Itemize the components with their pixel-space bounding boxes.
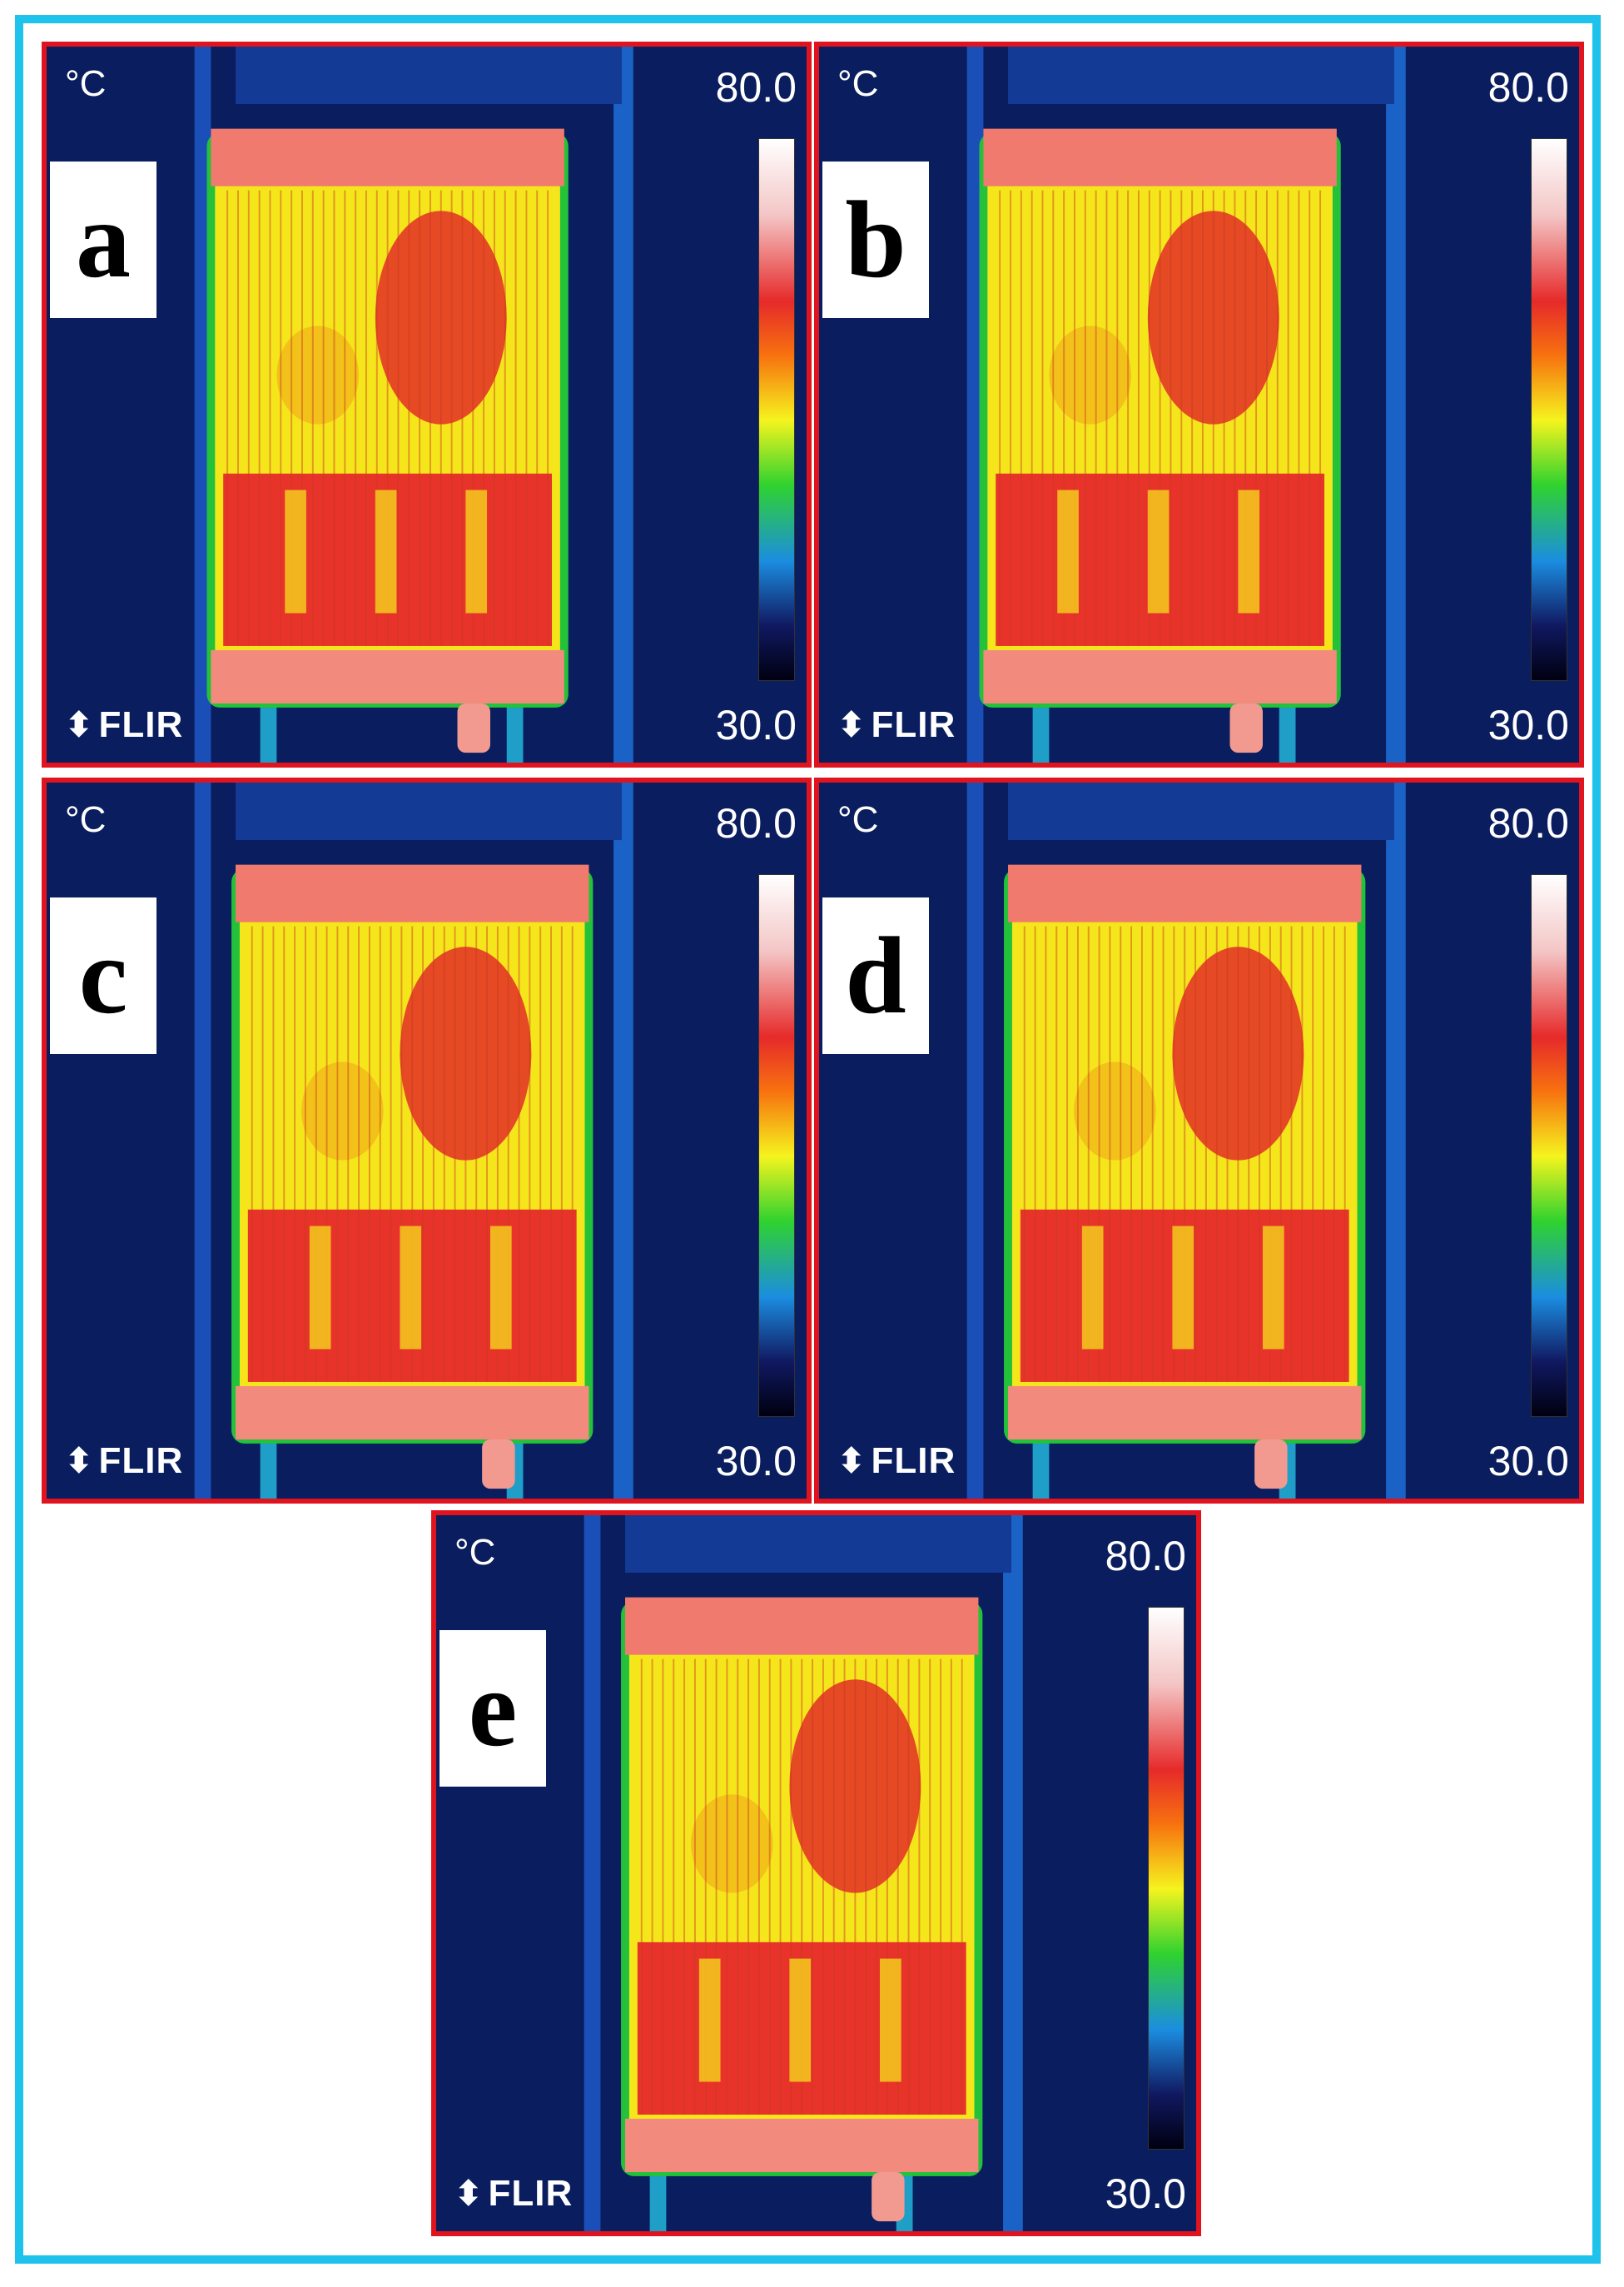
panel-label: d bbox=[822, 897, 929, 1054]
scale-max: 80.0 bbox=[715, 64, 797, 111]
scale-min: 30.0 bbox=[715, 1438, 797, 1484]
color-scale-bar bbox=[758, 874, 795, 1417]
scale-min: 30.0 bbox=[1105, 2170, 1186, 2217]
brand-logo: ⬍ FLIR bbox=[837, 1440, 956, 1482]
color-scale-bar bbox=[758, 138, 795, 681]
brand-text: FLIR bbox=[488, 2173, 574, 2214]
brand-logo: ⬍ FLIR bbox=[837, 704, 956, 746]
unit-label: °C bbox=[837, 799, 879, 840]
thermal-image-d bbox=[819, 783, 1579, 1499]
thermal-image-e bbox=[436, 1515, 1196, 2231]
brand-logo: ⬍ FLIR bbox=[454, 2173, 573, 2215]
thermal-image-a bbox=[47, 47, 807, 763]
thermal-panel-e: e °C 80.0 30.0 ⬍ FLIR bbox=[431, 1510, 1201, 2236]
flir-logo-icon: ⬍ bbox=[65, 1443, 94, 1479]
scale-max: 80.0 bbox=[715, 800, 797, 847]
scale-min: 30.0 bbox=[1487, 702, 1569, 748]
unit-label: °C bbox=[65, 799, 107, 840]
thermal-panel-c: c °C 80.0 30.0 ⬍ FLIR bbox=[42, 778, 812, 1504]
flir-logo-icon: ⬍ bbox=[454, 2175, 484, 2212]
thermal-image-b bbox=[819, 47, 1579, 763]
brand-text: FLIR bbox=[98, 704, 184, 745]
scale-max: 80.0 bbox=[1487, 64, 1569, 111]
panel-label: b bbox=[822, 162, 929, 318]
unit-label: °C bbox=[65, 63, 107, 104]
panel-label: a bbox=[50, 162, 156, 318]
scale-max: 80.0 bbox=[1105, 1533, 1186, 1579]
color-scale-bar bbox=[1531, 138, 1567, 681]
figure-frame: a °C 80.0 30.0 ⬍ FLIR b °C 80.0 30.0 ⬍ FLI… bbox=[15, 15, 1601, 2264]
scale-min: 30.0 bbox=[1487, 1438, 1569, 1484]
thermal-image-c bbox=[47, 783, 807, 1499]
color-scale-bar bbox=[1531, 874, 1567, 1417]
brand-logo: ⬍ FLIR bbox=[65, 1440, 183, 1482]
flir-logo-icon: ⬍ bbox=[65, 707, 94, 743]
thermal-panel-d: d °C 80.0 30.0 ⬍ FLIR bbox=[814, 778, 1584, 1504]
brand-text: FLIR bbox=[98, 1440, 184, 1481]
flir-logo-icon: ⬍ bbox=[837, 1443, 867, 1479]
thermal-panel-a: a °C 80.0 30.0 ⬍ FLIR bbox=[42, 42, 812, 768]
brand-text: FLIR bbox=[871, 1440, 956, 1481]
unit-label: °C bbox=[837, 63, 879, 104]
flir-logo-icon: ⬍ bbox=[837, 707, 867, 743]
brand-text: FLIR bbox=[871, 704, 956, 745]
unit-label: °C bbox=[454, 1532, 496, 1573]
color-scale-bar bbox=[1148, 1607, 1184, 2150]
scale-max: 80.0 bbox=[1487, 800, 1569, 847]
scale-min: 30.0 bbox=[715, 702, 797, 748]
thermal-panel-b: b °C 80.0 30.0 ⬍ FLIR bbox=[814, 42, 1584, 768]
brand-logo: ⬍ FLIR bbox=[65, 704, 183, 746]
panel-label: e bbox=[440, 1630, 546, 1787]
panel-label: c bbox=[50, 897, 156, 1054]
